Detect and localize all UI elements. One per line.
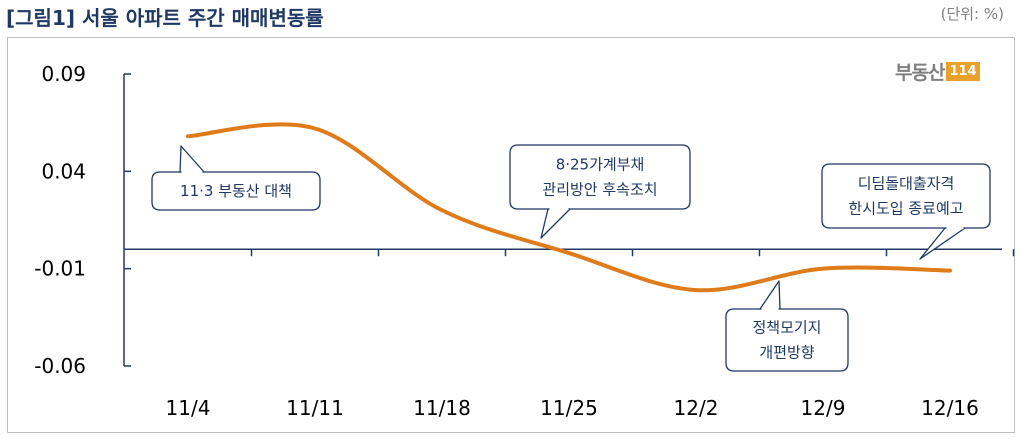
logo-text: 부동산	[895, 61, 945, 84]
annotation-pointer	[759, 280, 781, 310]
y-tick-label: -0.01	[34, 257, 86, 281]
annotation-text: 한시도입 종료예고	[848, 200, 963, 218]
series-line	[186, 122, 952, 293]
annotation-box	[509, 144, 691, 210]
x-tick-label: 11/11	[286, 396, 344, 420]
x-tick-label: 12/16	[921, 396, 979, 420]
unit-label: (단위: %)	[940, 5, 1004, 23]
annotation-text: 정책모기지	[752, 319, 821, 337]
annotation-text: 개편방향	[759, 344, 814, 362]
y-tick-label: 0.09	[41, 62, 86, 86]
annotation-pointer	[540, 208, 571, 239]
annotation-text: 관리방안 후속조치	[542, 181, 657, 199]
x-tick-label: 11/4	[166, 396, 211, 420]
brand-logo: 부동산 114	[895, 56, 980, 86]
annotation-text: 8·25가계부채	[556, 156, 645, 174]
annotation-pointer	[919, 227, 966, 260]
annotation-box	[151, 171, 321, 211]
chart-title: [그림1] 서울 아파트 주간 매매변동률	[6, 6, 324, 30]
x-tick-label: 11/18	[413, 396, 471, 420]
annotation-box	[725, 308, 849, 372]
annotation-pointer	[179, 145, 205, 173]
annotation-text: 11·3 부동산 대책	[180, 182, 292, 200]
y-tick-label: -0.06	[34, 354, 86, 378]
x-tick-label: 12/9	[801, 396, 846, 420]
annotation-text: 디딤돌대출자격	[858, 175, 955, 193]
x-tick-label: 12/2	[674, 396, 719, 420]
chart-frame	[7, 37, 1015, 433]
y-tick-label: 0.04	[41, 159, 86, 183]
x-tick-label: 11/25	[540, 396, 598, 420]
logo-badge: 114	[946, 61, 980, 81]
annotation-box	[821, 163, 991, 229]
